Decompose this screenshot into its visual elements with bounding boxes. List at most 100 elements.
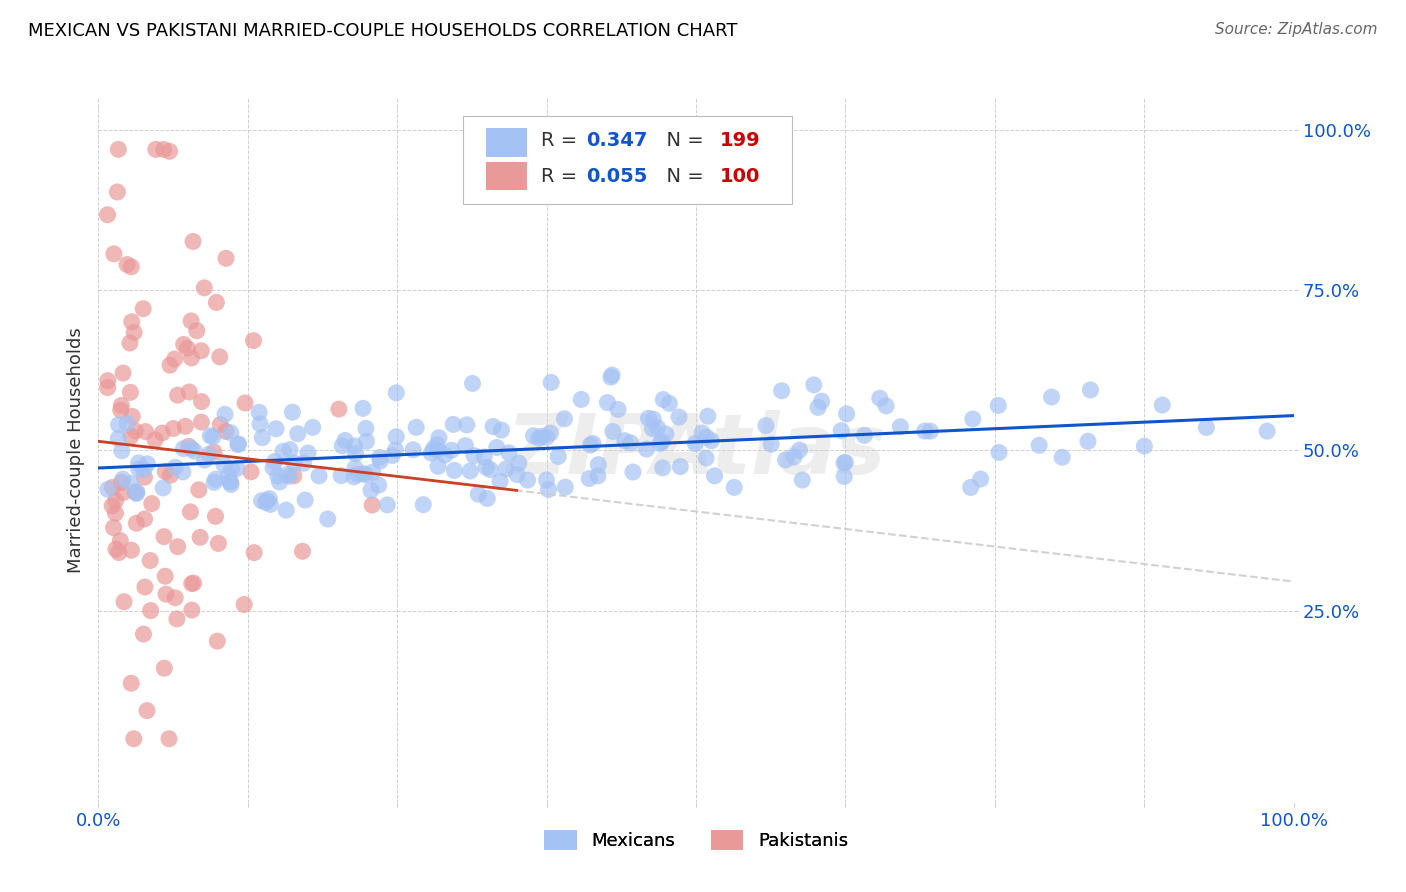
Point — [789, 443, 811, 458]
Point — [254, 495, 277, 509]
Point — [136, 704, 159, 718]
Point — [668, 410, 690, 425]
Point — [139, 553, 162, 567]
Point — [540, 426, 562, 441]
Point — [209, 417, 232, 432]
Point — [330, 468, 353, 483]
Point — [202, 475, 225, 490]
Point — [508, 456, 530, 470]
Point — [433, 448, 456, 462]
Point — [208, 350, 231, 364]
Point — [262, 460, 284, 475]
FancyBboxPatch shape — [485, 162, 527, 190]
Point — [128, 462, 150, 476]
Point — [343, 439, 366, 453]
Point — [344, 447, 367, 461]
Text: Source: ZipAtlas.com: Source: ZipAtlas.com — [1215, 22, 1378, 37]
Text: R =: R = — [541, 131, 583, 150]
Point — [1050, 450, 1073, 465]
Point — [212, 458, 235, 472]
Legend: Mexicans, Pakistanis: Mexicans, Pakistanis — [537, 822, 855, 857]
Point — [441, 417, 464, 432]
Point — [162, 421, 184, 435]
Point — [516, 473, 538, 487]
Text: ZIPAtlas: ZIPAtlas — [506, 410, 886, 491]
Point — [233, 396, 256, 410]
Point — [166, 540, 188, 554]
Point — [328, 402, 350, 417]
Point — [360, 483, 382, 498]
Point — [569, 392, 592, 407]
Point — [150, 425, 173, 440]
Point — [586, 469, 609, 483]
Point — [368, 454, 391, 468]
Point — [104, 506, 127, 520]
Point — [166, 388, 188, 402]
Point — [987, 399, 1010, 413]
Point — [969, 472, 991, 486]
Point — [485, 441, 508, 455]
Point — [463, 449, 485, 463]
Point — [333, 434, 356, 448]
Point — [145, 142, 167, 156]
Point — [110, 403, 132, 417]
Point — [287, 426, 309, 441]
Point — [1133, 439, 1156, 453]
Point — [527, 431, 550, 445]
Point — [97, 483, 120, 497]
Point — [375, 498, 398, 512]
Point — [759, 437, 782, 451]
Point — [136, 457, 159, 471]
FancyBboxPatch shape — [463, 116, 792, 204]
Point — [112, 366, 135, 380]
Point — [190, 394, 212, 409]
Point — [599, 370, 621, 384]
Point — [111, 443, 134, 458]
Point — [385, 385, 408, 400]
Text: 100: 100 — [720, 167, 761, 186]
Point — [607, 402, 630, 417]
Point — [177, 439, 200, 453]
Point — [207, 536, 229, 550]
Point — [207, 634, 229, 648]
Point — [111, 472, 134, 486]
Text: N =: N = — [654, 131, 710, 150]
Point — [420, 446, 443, 460]
Point — [173, 442, 195, 456]
Point — [554, 480, 576, 494]
Point — [276, 503, 298, 517]
Point — [276, 467, 298, 482]
Point — [228, 437, 250, 451]
Point — [647, 420, 669, 434]
Point — [132, 301, 155, 316]
Point — [110, 398, 132, 412]
Point — [553, 411, 575, 425]
Point — [120, 429, 142, 443]
FancyBboxPatch shape — [485, 128, 527, 157]
Point — [183, 444, 205, 458]
Point — [832, 469, 855, 483]
Point — [226, 461, 249, 475]
Point — [491, 423, 513, 437]
Point — [1040, 390, 1063, 404]
Point — [458, 464, 481, 478]
Point — [810, 394, 832, 409]
Point — [153, 661, 176, 675]
Point — [427, 459, 450, 474]
Point — [181, 235, 204, 249]
Point — [495, 462, 517, 476]
Point — [186, 324, 208, 338]
Point — [427, 431, 450, 445]
Point — [354, 421, 377, 435]
Point — [159, 358, 181, 372]
Point — [783, 450, 806, 464]
Point — [830, 424, 852, 438]
Point — [835, 407, 858, 421]
Point — [703, 469, 725, 483]
Point — [96, 208, 118, 222]
Point — [482, 419, 505, 434]
Point — [775, 453, 797, 467]
Point — [163, 352, 186, 367]
Point — [651, 461, 673, 475]
Point — [669, 459, 692, 474]
